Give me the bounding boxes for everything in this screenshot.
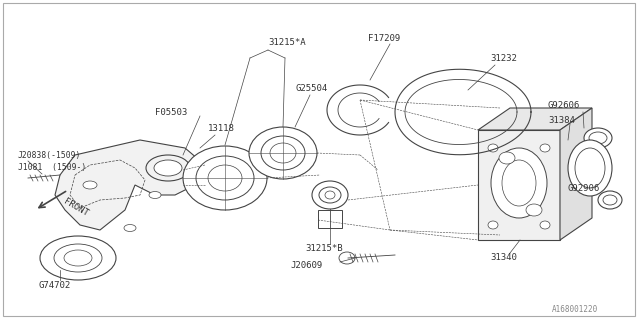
Ellipse shape (589, 132, 607, 144)
Ellipse shape (154, 160, 182, 176)
Ellipse shape (319, 187, 341, 203)
Text: F17209: F17209 (368, 34, 400, 43)
Text: 31232: 31232 (490, 53, 517, 62)
Polygon shape (478, 130, 560, 240)
Text: 31215*B: 31215*B (305, 244, 342, 252)
Polygon shape (55, 140, 205, 230)
Text: J20838(-1509): J20838(-1509) (18, 150, 81, 159)
Ellipse shape (249, 127, 317, 179)
Ellipse shape (196, 156, 254, 200)
Ellipse shape (83, 181, 97, 189)
Ellipse shape (325, 191, 335, 199)
Bar (318, 210, 342, 228)
Ellipse shape (312, 181, 348, 209)
Ellipse shape (208, 165, 242, 191)
Text: 31340: 31340 (490, 253, 517, 262)
Text: G92906: G92906 (568, 183, 600, 193)
Ellipse shape (40, 236, 116, 280)
Text: F05503: F05503 (155, 108, 188, 116)
Ellipse shape (540, 221, 550, 229)
Ellipse shape (598, 191, 622, 209)
Ellipse shape (502, 160, 536, 206)
Text: G74702: G74702 (38, 281, 70, 290)
Ellipse shape (64, 250, 92, 266)
Ellipse shape (488, 221, 498, 229)
Text: A168001220: A168001220 (552, 306, 598, 315)
Text: 31215*A: 31215*A (268, 37, 306, 46)
Ellipse shape (584, 128, 612, 148)
Text: J20609: J20609 (290, 260, 323, 269)
Ellipse shape (183, 146, 267, 210)
Ellipse shape (526, 204, 542, 216)
Ellipse shape (491, 148, 547, 218)
Ellipse shape (261, 136, 305, 170)
Ellipse shape (540, 144, 550, 152)
Ellipse shape (499, 152, 515, 164)
Polygon shape (560, 108, 592, 240)
Text: FRONT: FRONT (62, 197, 90, 219)
Ellipse shape (603, 195, 617, 205)
Ellipse shape (54, 244, 102, 272)
Text: 31384: 31384 (548, 116, 575, 124)
Ellipse shape (149, 191, 161, 198)
Text: 13118: 13118 (208, 124, 235, 132)
Ellipse shape (270, 143, 296, 163)
Ellipse shape (124, 225, 136, 231)
Text: G92606: G92606 (548, 100, 580, 109)
Text: G25504: G25504 (295, 84, 327, 92)
Text: J1081  (1509-): J1081 (1509-) (18, 163, 86, 172)
Ellipse shape (488, 144, 498, 152)
Ellipse shape (339, 252, 355, 264)
Ellipse shape (568, 140, 612, 196)
Polygon shape (478, 108, 592, 130)
Ellipse shape (146, 155, 190, 181)
Ellipse shape (575, 148, 605, 188)
